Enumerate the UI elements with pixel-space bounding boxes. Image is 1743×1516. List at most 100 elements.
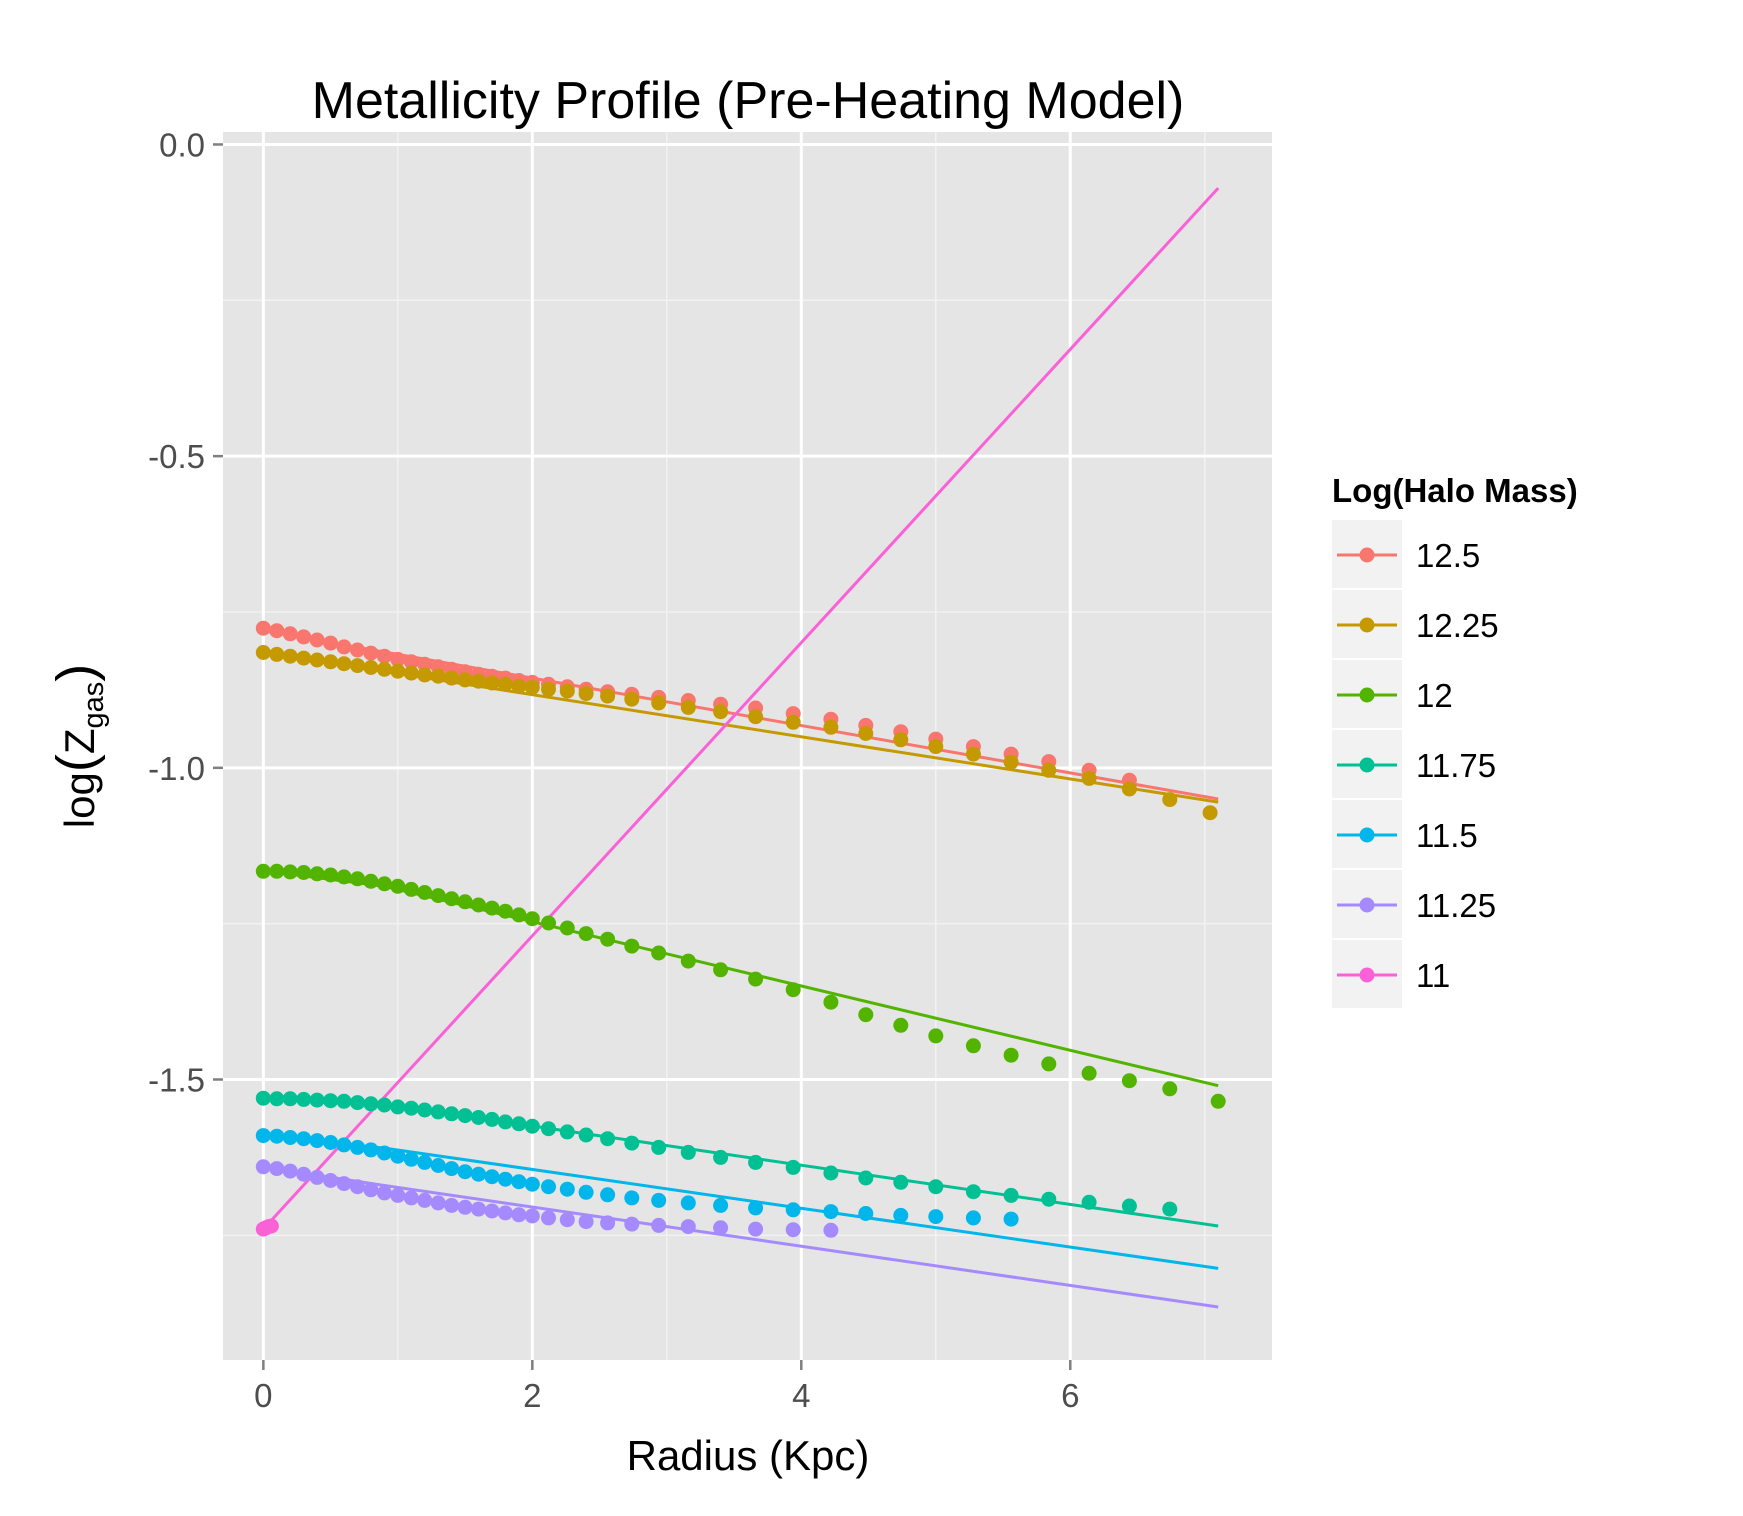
data-point-11.25 xyxy=(484,1203,500,1219)
data-point-11.75 xyxy=(403,1100,419,1116)
data-point-11.5 xyxy=(350,1139,365,1155)
data-point-11.75 xyxy=(893,1174,909,1190)
data-point-11.75 xyxy=(484,1111,500,1127)
data-point-12 xyxy=(403,881,419,897)
data-point-12.25 xyxy=(893,732,909,748)
data-point-11.75 xyxy=(430,1104,446,1120)
data-point-12.25 xyxy=(430,668,446,684)
data-point-11.5 xyxy=(430,1158,446,1173)
data-point-11.75 xyxy=(255,1090,271,1106)
data-point-12.25 xyxy=(1121,781,1137,797)
data-point-11.5 xyxy=(484,1169,500,1185)
data-point-11.25 xyxy=(497,1205,513,1221)
data-point-11 xyxy=(263,1218,279,1234)
legend-key-point xyxy=(1359,617,1375,633)
y-tick-label: -1.0 xyxy=(148,750,205,787)
data-point-11.5 xyxy=(578,1184,594,1200)
legend-key-point xyxy=(1359,757,1375,773)
data-point-11.75 xyxy=(823,1165,839,1181)
data-point-12.25 xyxy=(323,654,339,670)
x-tick-label: 4 xyxy=(792,1377,810,1414)
data-point-11.5 xyxy=(296,1131,312,1147)
data-point-12.5 xyxy=(336,639,352,655)
data-point-12 xyxy=(524,911,540,927)
legend: Log(Halo Mass) 12.5 12.25 12 11.75 11.5 11.25… xyxy=(1332,472,1578,1008)
data-point-11.5 xyxy=(748,1200,764,1216)
y-axis-label-paren-open: ( xyxy=(46,754,106,772)
data-point-12 xyxy=(511,907,527,923)
data-point-11.5 xyxy=(559,1181,575,1197)
data-point-12.5 xyxy=(282,626,298,642)
data-point-12 xyxy=(600,931,616,947)
data-point-11.75 xyxy=(511,1116,527,1132)
data-point-11.25 xyxy=(511,1207,527,1223)
data-point-11.5 xyxy=(651,1192,667,1208)
data-point-11.75 xyxy=(390,1099,406,1115)
data-point-11.5 xyxy=(965,1210,981,1226)
data-point-12.25 xyxy=(858,726,874,741)
data-point-12.5 xyxy=(296,629,312,645)
data-point-12.25 xyxy=(444,670,460,686)
data-point-12 xyxy=(559,920,575,936)
data-point-11.75 xyxy=(1081,1194,1097,1210)
data-point-11.25 xyxy=(748,1221,764,1237)
data-point-11.25 xyxy=(323,1173,339,1188)
data-point-11.5 xyxy=(893,1207,909,1223)
data-point-11.5 xyxy=(524,1176,540,1192)
data-point-11.75 xyxy=(269,1091,285,1107)
y-axis-label-symbol: Z xyxy=(56,729,103,755)
data-point-11.25 xyxy=(713,1220,729,1236)
data-point-11.5 xyxy=(282,1130,298,1145)
data-point-11.5 xyxy=(624,1190,640,1206)
data-point-11.25 xyxy=(255,1159,271,1175)
data-point-12.25 xyxy=(578,686,594,702)
data-point-11.75 xyxy=(524,1118,540,1134)
axes: 0 2 4 6 0.0 -0.5 -1.0 -1.5 xyxy=(148,126,1079,1414)
data-point-11.5 xyxy=(269,1128,285,1144)
legend-label: 11 xyxy=(1416,957,1450,994)
data-point-12 xyxy=(471,897,486,913)
data-point-12.5 xyxy=(350,642,365,658)
data-point-11.25 xyxy=(403,1190,419,1206)
data-point-11.75 xyxy=(965,1184,981,1200)
data-point-12 xyxy=(893,1017,909,1033)
data-point-12.25 xyxy=(363,660,379,675)
data-point-11.25 xyxy=(444,1197,460,1213)
data-point-12.5 xyxy=(363,645,379,661)
data-point-12.25 xyxy=(823,719,839,735)
data-point-12 xyxy=(541,915,556,931)
data-point-11.5 xyxy=(363,1142,379,1158)
data-point-12.25 xyxy=(497,676,513,692)
legend-label: 12 xyxy=(1416,677,1453,714)
data-point-11.75 xyxy=(336,1093,352,1109)
data-point-12 xyxy=(444,891,460,907)
series-line-11 xyxy=(262,187,1220,1231)
legend-item: 11.25 xyxy=(1332,870,1496,938)
data-point-11.25 xyxy=(309,1169,325,1185)
data-point-11.75 xyxy=(928,1179,944,1195)
data-point-11.5 xyxy=(255,1128,271,1144)
data-point-11.75 xyxy=(1162,1201,1178,1217)
data-point-11.75 xyxy=(1121,1198,1137,1214)
plot-background xyxy=(223,132,1272,1360)
legend-item: 12.5 xyxy=(1332,520,1480,588)
data-point-12 xyxy=(680,953,696,969)
data-point-12.5 xyxy=(390,651,406,667)
data-point-12 xyxy=(928,1028,944,1044)
data-point-12 xyxy=(858,1007,874,1023)
data-point-12 xyxy=(1081,1065,1097,1081)
chart-title: Metallicity Profile (Pre-Heating Model) xyxy=(312,72,1185,130)
x-tick-label: 0 xyxy=(254,1377,272,1414)
data-point-11.25 xyxy=(296,1166,312,1182)
data-point-11.75 xyxy=(858,1170,874,1186)
x-axis-label: Radius (Kpc) xyxy=(627,1432,870,1479)
series-points xyxy=(255,620,1226,1238)
data-point-11.5 xyxy=(511,1174,527,1190)
data-point-12.25 xyxy=(1081,770,1097,786)
y-tick-label: -0.5 xyxy=(148,438,205,475)
data-point-12.25 xyxy=(713,704,729,720)
data-point-11.75 xyxy=(363,1096,379,1112)
data-point-12.25 xyxy=(511,678,527,694)
data-point-11.75 xyxy=(323,1093,339,1109)
legend-item: 11.5 xyxy=(1332,800,1478,868)
